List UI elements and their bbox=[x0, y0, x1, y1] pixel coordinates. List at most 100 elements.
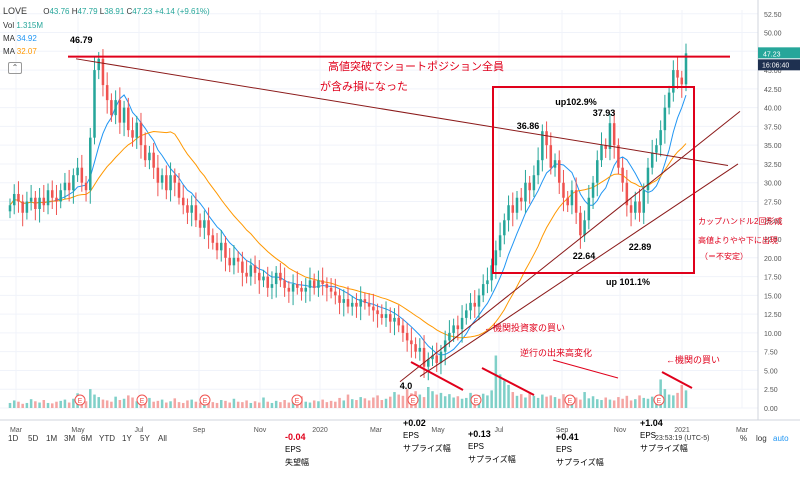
volume-bar bbox=[574, 397, 578, 408]
ma-label: MA bbox=[3, 34, 15, 43]
eps-value: +1.04 bbox=[640, 418, 663, 428]
candle-body bbox=[55, 197, 58, 202]
timezone-readout: 23:53:19 (UTC-5) bbox=[655, 435, 709, 442]
candle-body bbox=[241, 261, 244, 273]
earnings-marker-label: E bbox=[140, 398, 145, 405]
candle-body bbox=[676, 70, 679, 78]
volume-bar bbox=[236, 401, 240, 408]
candle-body bbox=[46, 190, 50, 206]
volume-bar bbox=[465, 397, 468, 408]
price-tag-bg bbox=[758, 47, 800, 59]
close-value: 47.23 bbox=[132, 7, 153, 16]
log-toggle[interactable]: log bbox=[756, 434, 767, 443]
timeframe-5d[interactable]: 5D bbox=[28, 434, 39, 443]
candle-body bbox=[190, 205, 193, 213]
x-tick-label: Sep bbox=[193, 427, 206, 434]
candle-body bbox=[372, 306, 375, 311]
volume-bar bbox=[198, 402, 202, 408]
candle-body bbox=[397, 317, 400, 326]
collapse-legend-button[interactable]: ⌃ bbox=[8, 62, 22, 74]
candle-body bbox=[101, 58, 105, 86]
timeframe-1y[interactable]: 1Y bbox=[122, 434, 132, 443]
candle-body bbox=[629, 205, 633, 213]
candle-body bbox=[262, 276, 265, 281]
gain-label: up102.9% bbox=[555, 97, 597, 107]
candle-body bbox=[608, 123, 612, 149]
candle-body bbox=[490, 265, 493, 281]
timeframe-3m[interactable]: 3M bbox=[64, 434, 76, 443]
y-tick-label: 50.00 bbox=[764, 31, 782, 38]
volume-bar bbox=[274, 400, 278, 408]
volume-bar bbox=[650, 396, 654, 408]
auto-toggle[interactable]: auto bbox=[773, 434, 789, 443]
candle-body bbox=[156, 167, 160, 183]
y-tick-label: 5.00 bbox=[764, 368, 778, 375]
volume-bar bbox=[503, 380, 506, 408]
x-tick-label: Mar bbox=[370, 427, 383, 434]
volume-bar bbox=[338, 397, 341, 408]
x-tick-label: 2020 bbox=[312, 427, 328, 434]
candle-body bbox=[203, 220, 206, 228]
candle-body bbox=[135, 122, 139, 138]
candle-body bbox=[384, 314, 388, 318]
candle-body bbox=[583, 220, 586, 236]
cup-handle-box bbox=[492, 86, 695, 274]
candle-body bbox=[186, 205, 189, 213]
candle-body bbox=[131, 130, 134, 138]
candle-body bbox=[84, 182, 88, 191]
volume-bar bbox=[334, 401, 337, 408]
volume-bar bbox=[308, 402, 312, 408]
volume-bar bbox=[388, 396, 392, 408]
volume-bar bbox=[122, 398, 126, 408]
volume-bar bbox=[634, 399, 637, 408]
volume-bar bbox=[545, 396, 548, 408]
volume-bar bbox=[304, 401, 308, 408]
timeframe-5y[interactable]: 5Y bbox=[140, 434, 150, 443]
volume-bar bbox=[135, 401, 139, 408]
candle-body bbox=[8, 205, 12, 212]
candle-body bbox=[431, 355, 434, 360]
earnings-marker bbox=[470, 394, 482, 406]
volume-bar bbox=[511, 392, 515, 408]
volume-bar bbox=[101, 399, 105, 408]
percent-toggle[interactable]: % bbox=[740, 434, 748, 443]
candle-body bbox=[139, 122, 143, 146]
volume-bar bbox=[312, 400, 316, 408]
volume-bar bbox=[59, 400, 62, 408]
timeframe-6m[interactable]: 6M bbox=[81, 434, 93, 443]
volume-bar bbox=[393, 392, 396, 408]
candle-body bbox=[596, 160, 599, 183]
volume-bar bbox=[317, 401, 320, 408]
volume-bar bbox=[93, 394, 96, 408]
candle-body bbox=[469, 302, 472, 311]
volume-bar bbox=[50, 403, 54, 408]
timeframe-1d[interactable]: 1D bbox=[8, 434, 19, 443]
price-tag: 47.23 bbox=[763, 51, 781, 58]
low-label: L bbox=[99, 7, 105, 16]
volume-bar bbox=[173, 398, 177, 408]
candle-body bbox=[72, 175, 75, 191]
candle-body bbox=[198, 220, 202, 228]
volume-bar bbox=[384, 398, 388, 408]
timeframe-1m[interactable]: 1M bbox=[46, 434, 58, 443]
volume-bar bbox=[621, 398, 624, 408]
volume-bar bbox=[118, 400, 122, 408]
timeframe-ytd[interactable]: YTD bbox=[99, 434, 115, 443]
volume-bar bbox=[481, 393, 485, 408]
volume-value: 1.315M bbox=[16, 21, 44, 30]
volume-bar bbox=[676, 392, 679, 408]
volume-bar bbox=[596, 399, 599, 408]
candle-body bbox=[283, 280, 286, 288]
timeframe-all[interactable]: All bbox=[158, 434, 167, 443]
candle-body bbox=[34, 197, 37, 209]
volume-bar bbox=[21, 403, 24, 408]
trend-line bbox=[399, 110, 741, 383]
ma-value: 32.07 bbox=[16, 47, 37, 56]
trend-line bbox=[75, 58, 729, 166]
eps-label: EPS bbox=[285, 445, 301, 454]
ma-label: MA bbox=[3, 47, 15, 56]
y-tick-label: 7.50 bbox=[764, 350, 778, 357]
volume-bar bbox=[646, 398, 650, 408]
candle-body bbox=[427, 359, 430, 367]
